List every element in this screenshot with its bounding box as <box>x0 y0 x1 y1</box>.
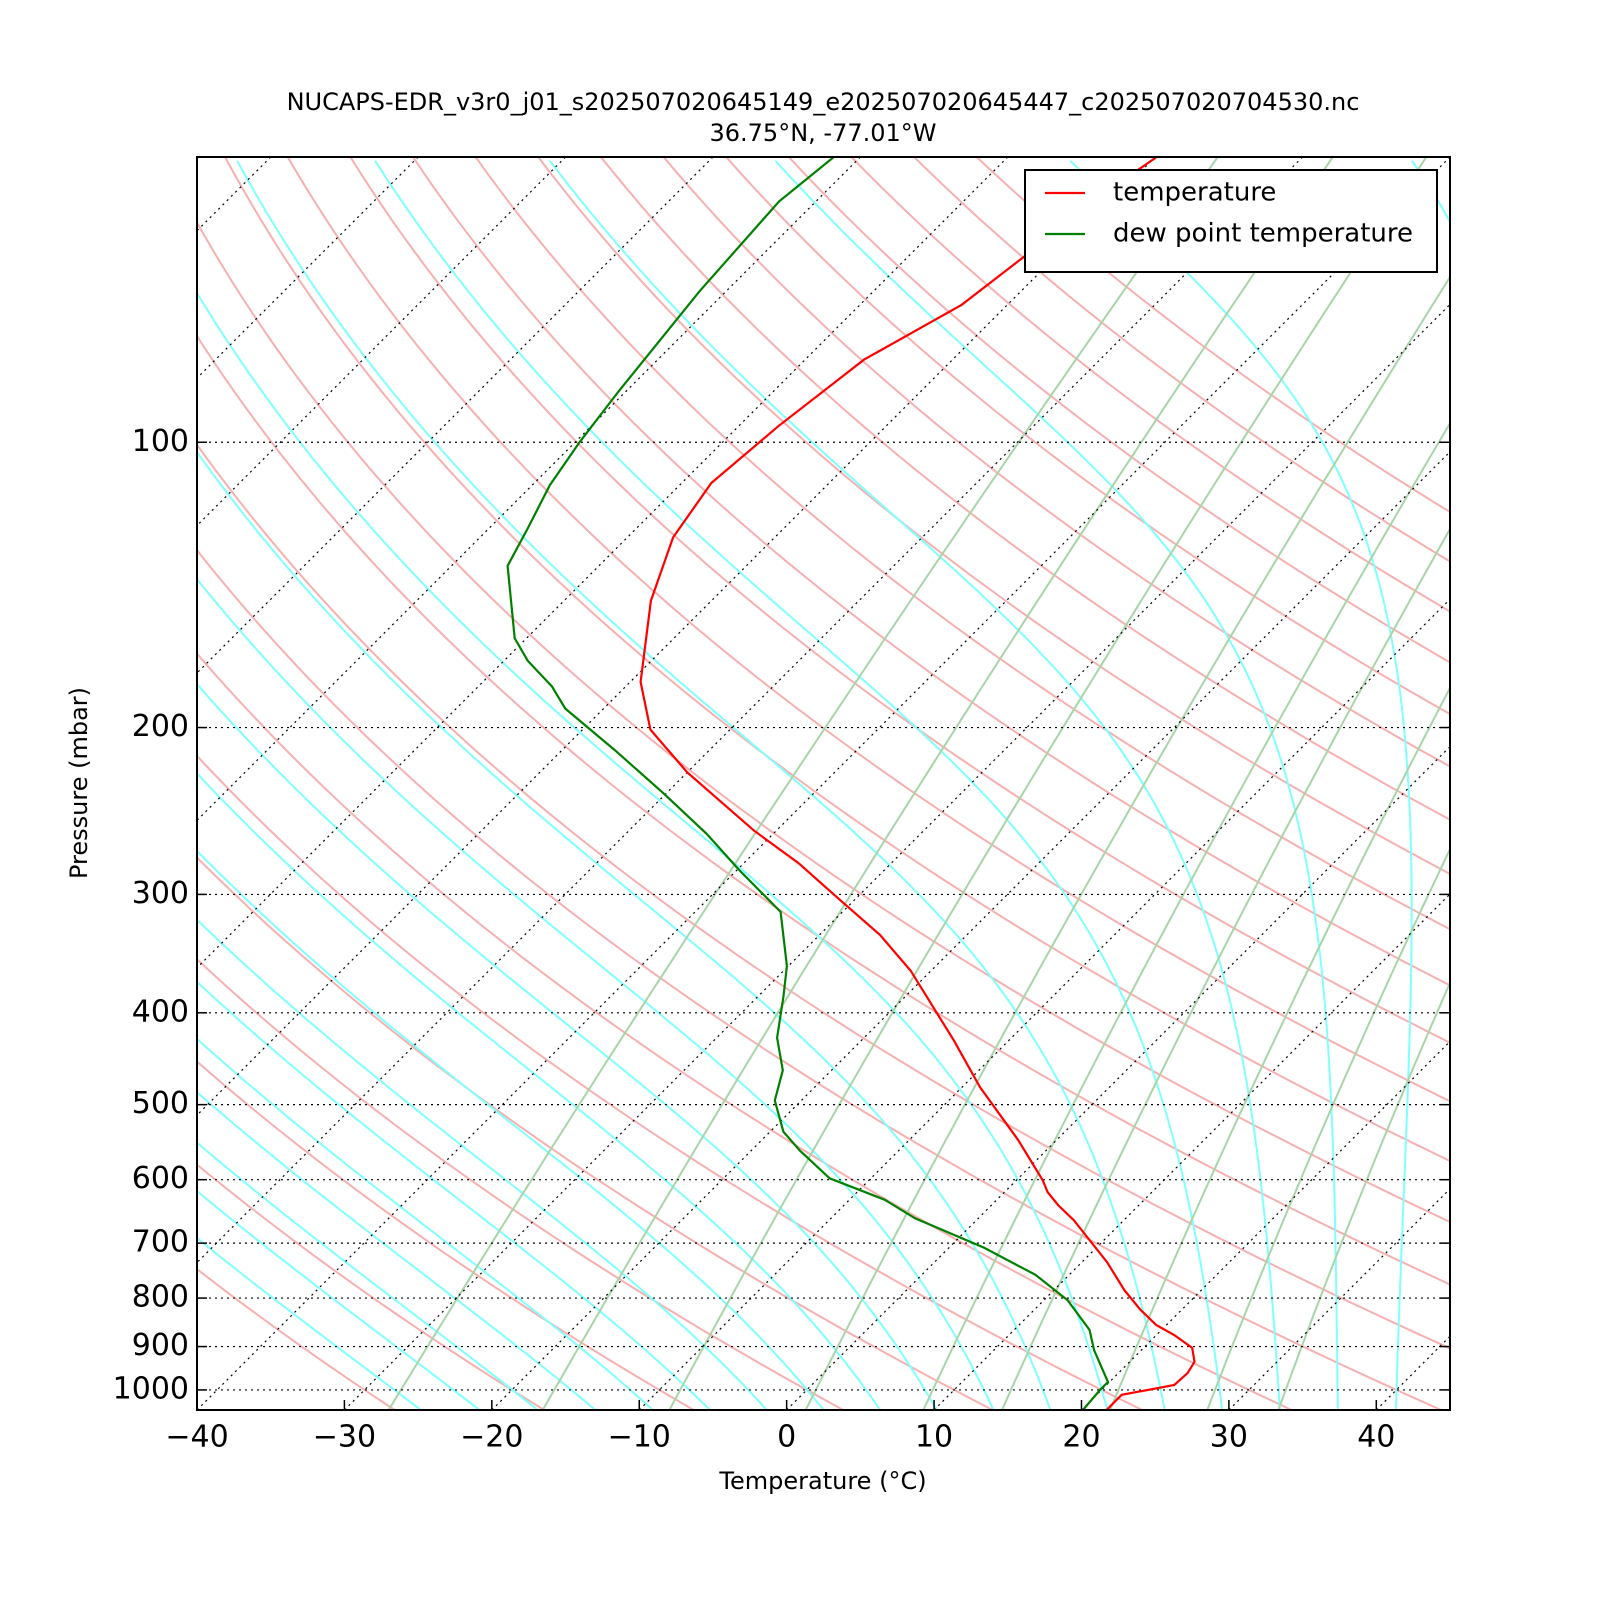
y-tick-label: 700 <box>132 1225 189 1260</box>
x-tick-label: 10 <box>915 1420 953 1455</box>
x-tick-label: 30 <box>1210 1420 1248 1455</box>
y-tick-label: 300 <box>132 876 189 911</box>
y-tick-label: 1000 <box>113 1371 189 1406</box>
x-tick-label: 20 <box>1062 1420 1100 1455</box>
y-tick-label: 200 <box>132 709 189 744</box>
y-tick-label: 500 <box>132 1086 189 1121</box>
y-tick-label: 100 <box>132 424 189 459</box>
x-tick-label: −20 <box>460 1420 523 1455</box>
y-tick-label: 600 <box>132 1161 189 1196</box>
x-tick-label: 40 <box>1357 1420 1395 1455</box>
y-tick-label: 400 <box>132 994 189 1029</box>
chart-subtitle: 36.75°N, -77.01°W <box>709 119 936 147</box>
legend: temperature dew point temperature <box>1025 170 1437 272</box>
y-tick-label: 900 <box>132 1328 189 1363</box>
y-axis-label: Pressure (mbar) <box>65 687 93 879</box>
x-tick-label: −30 <box>313 1420 376 1455</box>
legend-label: temperature <box>1113 178 1276 208</box>
x-tick-label: −40 <box>165 1420 228 1455</box>
x-tick-label: −10 <box>608 1420 671 1455</box>
chart-title: NUCAPS-EDR_v3r0_j01_s202507020645149_e20… <box>287 88 1360 116</box>
legend-label: dew point temperature <box>1113 219 1413 249</box>
x-tick-label: 0 <box>777 1420 796 1455</box>
y-tick-label: 800 <box>132 1280 189 1315</box>
x-axis-label: Temperature (°C) <box>718 1467 926 1495</box>
